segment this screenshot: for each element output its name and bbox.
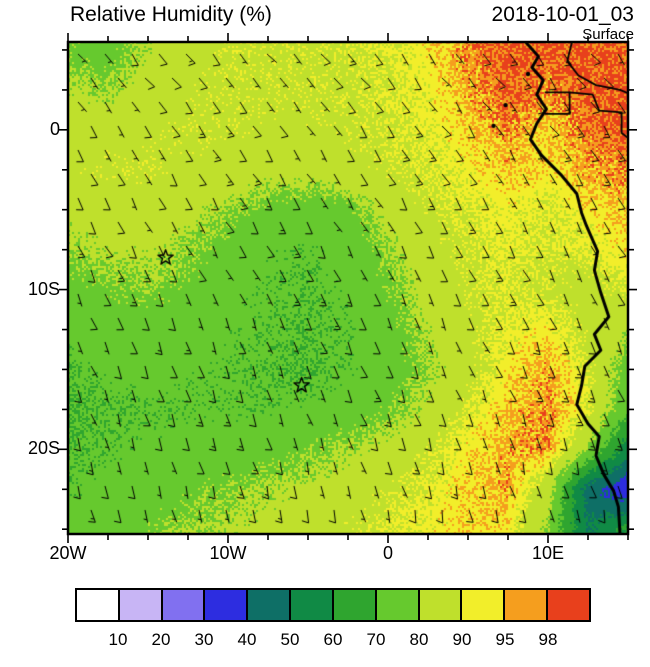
y-axis-label: 20S <box>27 438 60 459</box>
colorbar-box <box>331 590 375 620</box>
colorbar-label: 95 <box>495 630 515 649</box>
colorbar-box <box>246 590 290 620</box>
valid-datetime: 2018-10-01_03 <box>491 3 634 26</box>
colorbar-label: 40 <box>237 630 257 649</box>
y-axis-label: 0 <box>49 118 60 139</box>
colorbar-label: 10 <box>108 630 128 649</box>
humidity-map-canvas <box>68 42 628 534</box>
colorbar-box <box>417 590 461 620</box>
colorbar-label: 80 <box>409 630 429 649</box>
level-label: Surface <box>582 26 634 43</box>
colorbar-box <box>503 590 547 620</box>
x-axis-label: 0 <box>382 543 393 563</box>
colorbar-box <box>77 590 118 620</box>
colorbar-box <box>460 590 504 620</box>
colorbar-label: 98 <box>538 630 558 649</box>
colorbar-label: 90 <box>452 630 472 649</box>
x-axis-label: 10W <box>209 543 247 563</box>
colorbar-label: 50 <box>280 630 300 649</box>
y-axis-label: 10S <box>27 278 60 299</box>
x-axis-label: 20W <box>49 543 87 563</box>
colorbar-box <box>374 590 418 620</box>
colorbar <box>75 588 591 622</box>
colorbar-labels: 10 20 30 40 50 60 70 80 90 95 98 <box>75 630 591 654</box>
colorbar-box <box>289 590 332 620</box>
plot-title: Relative Humidity (%) <box>70 3 272 26</box>
colorbar-label: 30 <box>194 630 214 649</box>
colorbar-box <box>546 590 589 620</box>
colorbar-label: 70 <box>366 630 386 649</box>
colorbar-box <box>160 590 204 620</box>
colorbar-box <box>203 590 247 620</box>
colorbar-label: 20 <box>151 630 171 649</box>
x-axis-label: 10E <box>531 543 565 563</box>
colorbar-label: 60 <box>323 630 343 649</box>
colorbar-box <box>117 590 161 620</box>
